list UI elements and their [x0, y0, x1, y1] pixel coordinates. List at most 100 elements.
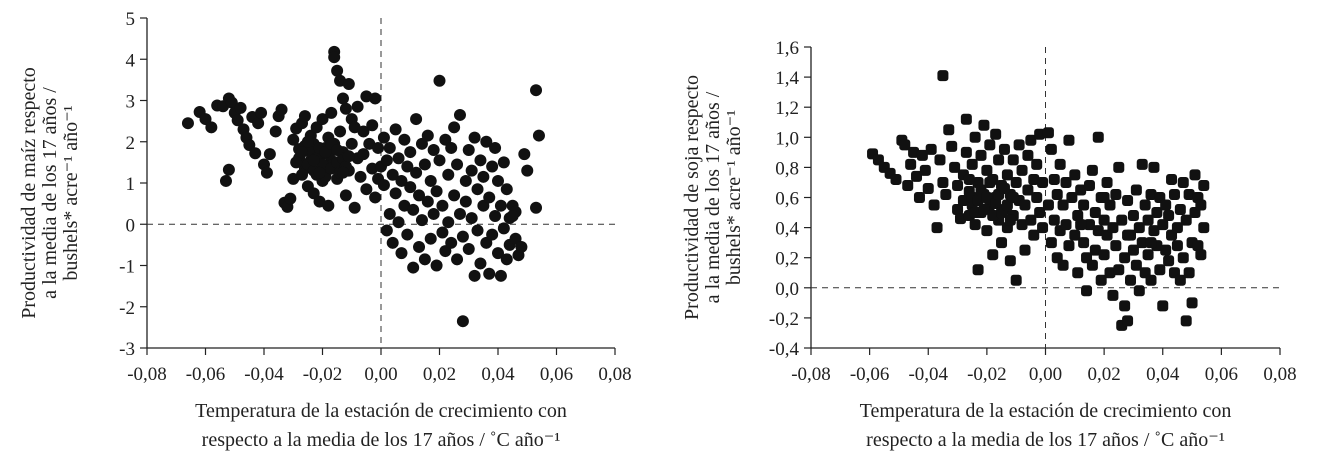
data-point: [372, 141, 385, 154]
data-point: [916, 149, 928, 161]
data-point: [1078, 237, 1090, 249]
data-point: [1195, 199, 1207, 211]
data-point: [1045, 143, 1057, 155]
data-point: [1119, 252, 1131, 264]
x-tick-label: -0,04: [244, 364, 284, 385]
data-point: [398, 133, 411, 146]
data-point: [1057, 259, 1069, 271]
data-point: [1107, 222, 1119, 234]
data-point: [1078, 199, 1090, 211]
data-point: [407, 261, 420, 274]
data-point: [987, 210, 999, 222]
data-point: [1163, 255, 1175, 267]
data-point: [389, 187, 402, 200]
data-point: [1022, 184, 1034, 196]
y-tick-label: 0: [126, 215, 136, 236]
data-point: [981, 192, 993, 203]
data-point: [998, 143, 1010, 155]
data-point: [905, 158, 917, 170]
data-point: [366, 119, 379, 132]
data-point: [1004, 214, 1016, 226]
data-point: [269, 125, 282, 138]
x-tick-label: -0,06: [850, 364, 890, 385]
data-point: [1113, 264, 1125, 276]
data-point: [468, 131, 481, 144]
data-point: [471, 183, 484, 196]
data-point: [407, 203, 420, 216]
y-tick-label: 3: [126, 92, 136, 113]
data-point: [316, 113, 329, 126]
data-point: [436, 226, 449, 239]
data-point: [969, 219, 981, 231]
data-point: [1122, 195, 1134, 207]
data-point: [424, 174, 437, 187]
data-point: [413, 240, 426, 253]
data-point: [1037, 176, 1049, 188]
data-point: [339, 102, 352, 115]
data-point: [1004, 255, 1016, 267]
data-point: [453, 207, 466, 220]
data-point: [1160, 244, 1172, 256]
data-point: [410, 113, 423, 126]
data-point: [451, 158, 464, 171]
data-point: [1145, 237, 1157, 249]
data-point: [1145, 188, 1157, 200]
data-point: [931, 222, 943, 234]
chart-2: -0,4 -0,2 0,0 0,2 0,4 0,6 0,8 1,0 1,2 1,4 1,6 -0,08…: [681, 38, 1297, 451]
data-point: [1069, 229, 1081, 241]
y-tick-label: 1,0: [775, 128, 799, 149]
data-point: [1031, 192, 1043, 203]
data-point: [1083, 219, 1095, 231]
data-point: [1130, 184, 1142, 196]
data-point: [418, 253, 431, 266]
data-point: [1101, 176, 1113, 188]
data-point: [1148, 161, 1160, 173]
x-tick-label: 0,02: [423, 364, 456, 385]
chart-1: -3 -2 -1 0 1 2 3 4 5 -0,08 -0,06 -0,04 -0,02 0,00 0,02…: [18, 9, 632, 451]
data-point: [1007, 192, 1019, 203]
y-tick-label: -1: [119, 257, 135, 278]
x-tick-label: -0,08: [791, 364, 831, 385]
data-point: [1160, 199, 1172, 211]
y-tick-label: 2: [126, 133, 136, 154]
data-point: [1045, 237, 1057, 249]
data-point: [357, 125, 370, 138]
data-point: [453, 108, 466, 121]
data-point: [448, 189, 461, 202]
data-point: [427, 207, 440, 220]
data-point: [263, 148, 276, 161]
data-point: [960, 146, 972, 158]
data-point: [430, 185, 443, 198]
data-point: [486, 228, 499, 241]
data-point: [1171, 222, 1183, 234]
y-tick-label: 0,8: [775, 158, 799, 179]
y-axis-label-line: bushels* acre⁻¹ año⁻¹: [60, 105, 82, 280]
data-point: [1031, 158, 1043, 170]
data-point: [296, 146, 309, 159]
data-point: [1136, 237, 1148, 249]
data-point: [1157, 300, 1169, 312]
x-tick-label: -0,02: [967, 364, 1007, 385]
y-tick-label: -0,2: [769, 309, 799, 330]
y-tick-label: 1,6: [775, 38, 799, 59]
data-point: [1019, 199, 1031, 211]
data-point: [928, 199, 940, 211]
data-point: [331, 144, 344, 156]
x-tick-label: 0,00: [364, 364, 397, 385]
data-point: [386, 168, 399, 181]
data-point: [1042, 127, 1054, 139]
data-point: [1183, 188, 1195, 200]
y-tick-label: -2: [119, 298, 135, 319]
data-point: [1098, 249, 1110, 261]
data-point: [990, 128, 1002, 140]
data-point: [919, 164, 931, 176]
data-point: [477, 170, 490, 183]
data-point: [433, 74, 446, 87]
data-point: [1063, 134, 1075, 146]
data-point: [497, 156, 510, 169]
data-point: [234, 101, 247, 114]
data-point: [252, 117, 265, 130]
data-point: [1127, 244, 1139, 256]
data-point: [474, 257, 487, 270]
x-tick-label: -0,04: [908, 364, 948, 385]
